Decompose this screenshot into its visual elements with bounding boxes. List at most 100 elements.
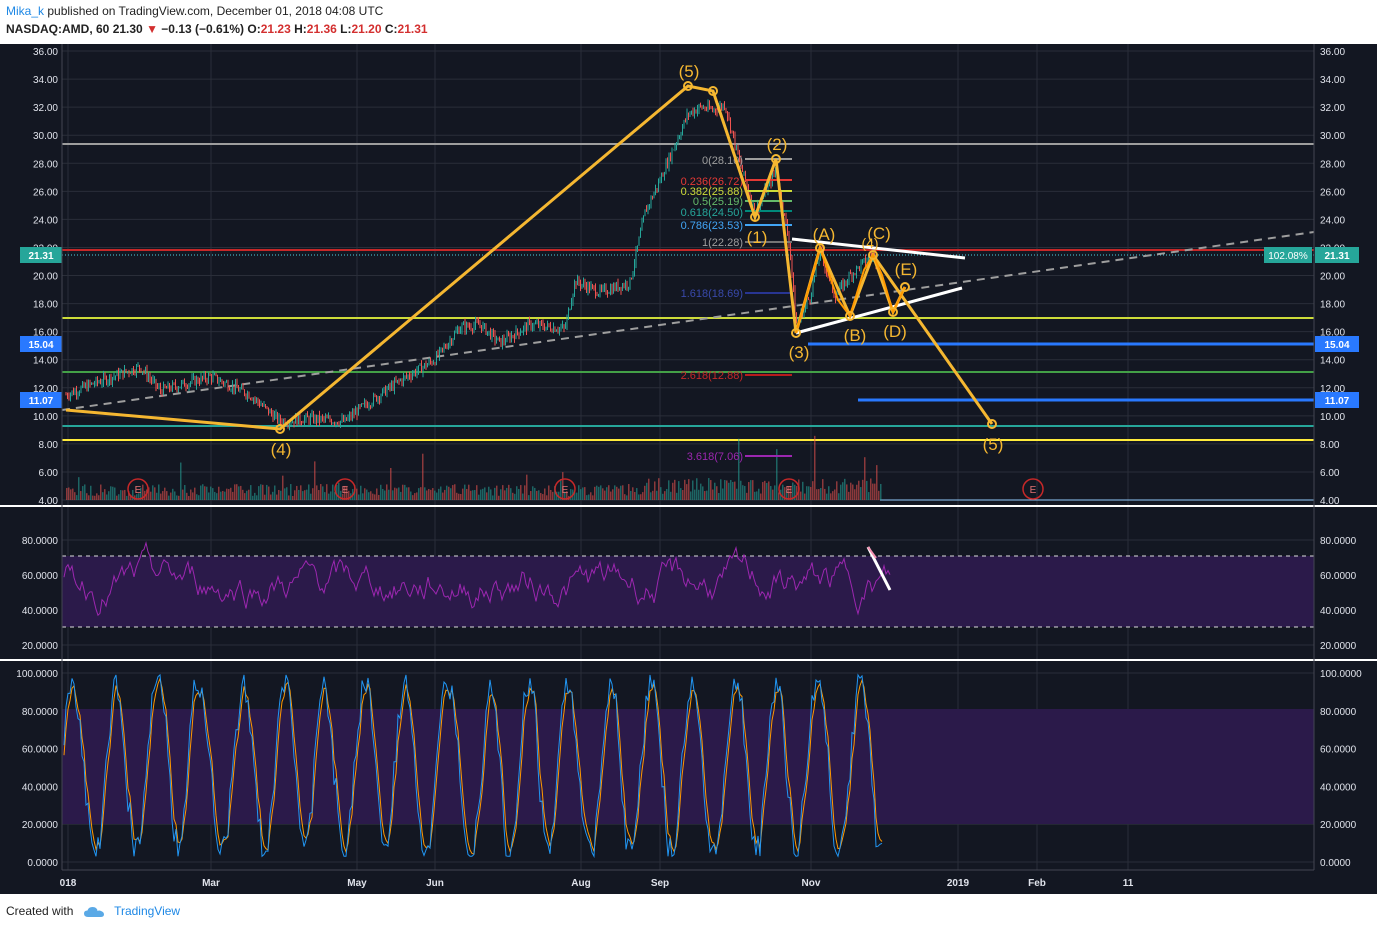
level-15-right: 15.04: [1324, 340, 1349, 351]
volume-bar: [294, 490, 296, 500]
wedge-lower-line[interactable]: [795, 286, 963, 335]
volume-bar: [528, 495, 530, 500]
volume-bar: [858, 480, 860, 500]
rsi-axis[interactable]: 80.0000 80.0000 60.0000 60.0000 40.0000 40.00…: [22, 536, 1357, 652]
earnings-markers[interactable]: E E E E E: [127, 478, 1044, 500]
volume-bar: [414, 493, 416, 500]
volume-bar: [612, 489, 614, 500]
volume-bar: [492, 495, 494, 500]
volume-bar: [338, 482, 340, 500]
volume-bar: [706, 490, 708, 500]
volume-bar: [806, 486, 808, 500]
volume-bar: [402, 484, 404, 500]
earnings-icon[interactable]: [334, 478, 356, 500]
volume-bar: [854, 489, 856, 500]
wedge-upper-line[interactable]: [791, 237, 966, 260]
down-arrow-icon: ▼: [146, 22, 158, 36]
volume-bar: [216, 493, 218, 500]
volume-bar: [818, 489, 820, 500]
volume-bar: [498, 495, 500, 500]
volume-bar: [346, 486, 348, 500]
volume-bar: [228, 489, 230, 500]
wave-5-projection[interactable]: [871, 254, 994, 425]
volume-bar: [382, 488, 384, 500]
volume-bar: [114, 487, 116, 500]
volume-bar: [540, 492, 542, 500]
volume-bar: [258, 486, 260, 500]
volume-bar: [110, 486, 112, 500]
wave-pivots: [275, 81, 997, 434]
volume-bar: [632, 487, 634, 500]
volume-bar: [474, 490, 476, 500]
tradingview-cloud-icon: [83, 906, 104, 917]
price-tick-right: 34.00: [1320, 75, 1345, 86]
volume-bar: [644, 485, 646, 500]
price-axis-right[interactable]: 36.0034.0032.0030.0028.0026.0024.0022.00…: [1320, 47, 1345, 507]
time-axis[interactable]: 018 Mar May Jun Aug Sep Nov 2019 Feb 11: [60, 878, 1134, 889]
volume-bar: [834, 489, 836, 500]
volume-bar: [664, 491, 666, 500]
time-tick: 11: [1123, 878, 1134, 889]
volume-bar: [850, 482, 852, 500]
last-price: 21.30: [112, 22, 143, 36]
price-tick-left: 32.00: [33, 103, 58, 114]
volume-bar: [464, 484, 466, 500]
volume-bar: [202, 484, 204, 500]
volume-bar: [640, 494, 642, 500]
volume-bar: [128, 491, 130, 500]
wave-label-1: (1): [747, 228, 768, 247]
high-value: 21.36: [306, 22, 337, 36]
stoch-axis[interactable]: 100.0000 100.0000 80.0000 80.0000 60.0000 60.…: [16, 669, 1362, 869]
earnings-icon[interactable]: [1022, 478, 1044, 500]
volume-bar: [510, 488, 512, 500]
current-price-right: 21.31: [1324, 251, 1349, 262]
rsi-trend-line[interactable]: [866, 546, 892, 591]
price-tick-left: 14.00: [33, 356, 58, 367]
tradingview-link[interactable]: TradingView: [114, 904, 181, 918]
volume-bar: [874, 483, 876, 500]
price-tick-right: 28.00: [1320, 159, 1345, 170]
price-tick-left: 4.00: [39, 496, 59, 507]
chart-area[interactable]: 0(28.10) 0.236(26.72) 0.382(25.88) 0.5(2…: [0, 42, 1377, 894]
volume-bar: [804, 493, 806, 500]
volume-bar: [104, 489, 106, 500]
rsi-tick-right: 60.0000: [1320, 571, 1357, 582]
volume-bar: [536, 490, 538, 500]
current-price-badge-left: [20, 247, 62, 263]
volume-bar: [120, 490, 122, 500]
volume-bar: [532, 486, 534, 500]
rsi-tick-right: 40.0000: [1320, 606, 1357, 617]
earnings-icon[interactable]: [778, 478, 800, 500]
volume-bar: [590, 492, 592, 500]
volume-bar: [622, 485, 624, 500]
volume-bar: [376, 488, 378, 500]
volume-bar: [868, 492, 870, 500]
volume-bar: [448, 486, 450, 500]
author-link[interactable]: Mika_k: [6, 4, 45, 18]
wave-label-5-top: (5): [679, 62, 700, 81]
volume-bar: [768, 481, 770, 500]
volume-bar: [200, 485, 202, 500]
current-price-badge-right: [1315, 247, 1359, 263]
volume-bar: [862, 479, 864, 500]
volume-bar: [546, 495, 548, 500]
long-trend-line[interactable]: [61, 231, 1315, 411]
volume-bar: [420, 487, 422, 500]
stoch-tick-left: 20.0000: [22, 820, 59, 831]
earnings-icon[interactable]: [127, 478, 149, 500]
symbol-label[interactable]: NASDAQ:AMD, 60: [6, 22, 110, 36]
volume-bar: [552, 491, 554, 500]
volume-bar: [660, 487, 662, 500]
rsi-tick-left: 40.0000: [22, 606, 59, 617]
level-15-badge-right: [1315, 336, 1359, 352]
volume-bar: [238, 486, 240, 500]
level-11-left: 11.07: [29, 396, 54, 407]
earnings-icon[interactable]: [554, 478, 576, 500]
volume-bar: [388, 489, 390, 500]
volume-bar: [246, 490, 248, 500]
volume-bar: [284, 488, 286, 500]
volume-bar: [784, 487, 786, 500]
volume-bar: [736, 488, 738, 500]
abcde-subwave[interactable]: [795, 244, 906, 334]
price-tick-right: 32.00: [1320, 103, 1345, 114]
